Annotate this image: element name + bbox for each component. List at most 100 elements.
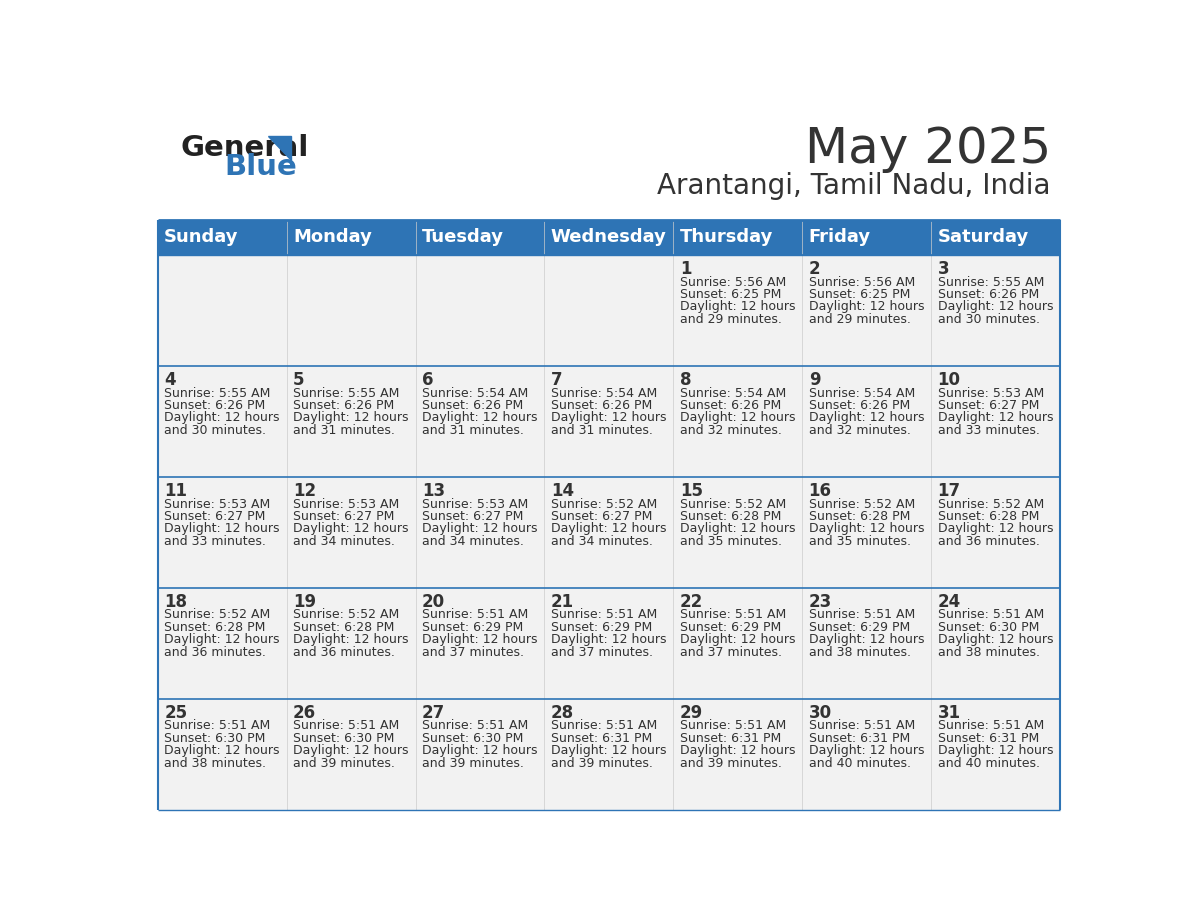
Text: 10: 10 [937,371,961,389]
Text: 12: 12 [293,482,316,500]
Text: Sunset: 6:28 PM: Sunset: 6:28 PM [809,509,910,523]
FancyBboxPatch shape [286,588,416,699]
Text: and 39 minutes.: and 39 minutes. [422,756,524,769]
Text: 11: 11 [164,482,188,500]
Text: Daylight: 12 hours: Daylight: 12 hours [680,300,795,313]
Text: Sunrise: 5:52 AM: Sunrise: 5:52 AM [293,609,399,621]
Text: Sunrise: 5:51 AM: Sunrise: 5:51 AM [551,720,657,733]
Text: Daylight: 12 hours: Daylight: 12 hours [809,633,924,646]
Text: and 32 minutes.: and 32 minutes. [680,423,782,437]
FancyBboxPatch shape [544,255,674,366]
Text: Sunset: 6:26 PM: Sunset: 6:26 PM [422,399,523,412]
Text: 13: 13 [422,482,446,500]
Text: Daylight: 12 hours: Daylight: 12 hours [293,744,409,757]
FancyBboxPatch shape [286,366,416,477]
Text: 5: 5 [293,371,304,389]
Text: and 38 minutes.: and 38 minutes. [937,645,1040,658]
FancyBboxPatch shape [158,588,286,699]
Text: Sunset: 6:27 PM: Sunset: 6:27 PM [293,509,394,523]
Text: Sunset: 6:25 PM: Sunset: 6:25 PM [809,288,910,301]
FancyBboxPatch shape [802,219,931,255]
Text: Sunrise: 5:51 AM: Sunrise: 5:51 AM [937,720,1044,733]
FancyBboxPatch shape [802,255,931,366]
Text: and 31 minutes.: and 31 minutes. [422,423,524,437]
Text: Sunset: 6:28 PM: Sunset: 6:28 PM [293,621,394,633]
Text: Sunset: 6:28 PM: Sunset: 6:28 PM [937,509,1040,523]
Text: Sunset: 6:29 PM: Sunset: 6:29 PM [551,621,652,633]
Text: Daylight: 12 hours: Daylight: 12 hours [809,744,924,757]
Text: Daylight: 12 hours: Daylight: 12 hours [164,522,279,535]
Text: and 39 minutes.: and 39 minutes. [293,756,394,769]
Text: Sunset: 6:29 PM: Sunset: 6:29 PM [422,621,523,633]
Text: Sunset: 6:31 PM: Sunset: 6:31 PM [551,732,652,744]
Text: Sunset: 6:31 PM: Sunset: 6:31 PM [937,732,1038,744]
Text: Daylight: 12 hours: Daylight: 12 hours [293,522,409,535]
Text: Sunrise: 5:56 AM: Sunrise: 5:56 AM [809,275,915,288]
Text: Sunset: 6:27 PM: Sunset: 6:27 PM [164,509,266,523]
Text: 30: 30 [809,704,832,722]
Text: Daylight: 12 hours: Daylight: 12 hours [937,411,1053,424]
Text: Sunset: 6:26 PM: Sunset: 6:26 PM [937,288,1038,301]
Text: and 29 minutes.: and 29 minutes. [809,313,910,326]
Text: Sunset: 6:30 PM: Sunset: 6:30 PM [422,732,524,744]
FancyBboxPatch shape [544,588,674,699]
Text: Daylight: 12 hours: Daylight: 12 hours [422,411,537,424]
Text: and 30 minutes.: and 30 minutes. [937,313,1040,326]
Text: 18: 18 [164,593,188,611]
FancyBboxPatch shape [416,255,544,366]
FancyBboxPatch shape [158,219,286,255]
Text: Sunrise: 5:54 AM: Sunrise: 5:54 AM [680,386,786,399]
FancyBboxPatch shape [416,366,544,477]
FancyBboxPatch shape [286,699,416,810]
FancyBboxPatch shape [802,699,931,810]
FancyBboxPatch shape [931,588,1060,699]
Text: and 40 minutes.: and 40 minutes. [937,756,1040,769]
Text: and 36 minutes.: and 36 minutes. [164,645,266,658]
Text: Daylight: 12 hours: Daylight: 12 hours [422,744,537,757]
Text: and 29 minutes.: and 29 minutes. [680,313,782,326]
Text: 28: 28 [551,704,574,722]
Text: and 38 minutes.: and 38 minutes. [809,645,911,658]
FancyBboxPatch shape [674,366,802,477]
Text: and 30 minutes.: and 30 minutes. [164,423,266,437]
Text: Sunrise: 5:52 AM: Sunrise: 5:52 AM [680,498,786,510]
Text: Daylight: 12 hours: Daylight: 12 hours [293,633,409,646]
Text: Sunrise: 5:51 AM: Sunrise: 5:51 AM [809,720,915,733]
Text: Sunset: 6:29 PM: Sunset: 6:29 PM [680,621,781,633]
Text: Sunrise: 5:56 AM: Sunrise: 5:56 AM [680,275,786,288]
Text: Sunrise: 5:53 AM: Sunrise: 5:53 AM [164,498,271,510]
Text: Sunrise: 5:54 AM: Sunrise: 5:54 AM [809,386,915,399]
Text: 9: 9 [809,371,820,389]
Text: Daylight: 12 hours: Daylight: 12 hours [551,744,666,757]
Text: Sunset: 6:26 PM: Sunset: 6:26 PM [293,399,394,412]
Text: Sunset: 6:29 PM: Sunset: 6:29 PM [809,621,910,633]
Text: 2: 2 [809,260,820,278]
FancyBboxPatch shape [674,477,802,588]
Text: Sunrise: 5:51 AM: Sunrise: 5:51 AM [551,609,657,621]
FancyBboxPatch shape [544,477,674,588]
Text: Sunrise: 5:52 AM: Sunrise: 5:52 AM [164,609,271,621]
Text: Daylight: 12 hours: Daylight: 12 hours [937,300,1053,313]
FancyBboxPatch shape [544,219,674,255]
Text: Sunrise: 5:54 AM: Sunrise: 5:54 AM [551,386,657,399]
Text: Sunrise: 5:51 AM: Sunrise: 5:51 AM [293,720,399,733]
Text: 16: 16 [809,482,832,500]
Polygon shape [268,136,291,160]
FancyBboxPatch shape [931,699,1060,810]
Text: Sunset: 6:31 PM: Sunset: 6:31 PM [680,732,781,744]
Text: Sunrise: 5:53 AM: Sunrise: 5:53 AM [293,498,399,510]
Text: Arantangi, Tamil Nadu, India: Arantangi, Tamil Nadu, India [657,172,1051,200]
Text: Sunset: 6:27 PM: Sunset: 6:27 PM [551,509,652,523]
Text: Sunrise: 5:53 AM: Sunrise: 5:53 AM [422,498,529,510]
Text: Sunrise: 5:51 AM: Sunrise: 5:51 AM [680,720,786,733]
Text: 21: 21 [551,593,574,611]
FancyBboxPatch shape [158,255,286,366]
Text: and 31 minutes.: and 31 minutes. [293,423,394,437]
Text: and 34 minutes.: and 34 minutes. [422,534,524,548]
Text: and 32 minutes.: and 32 minutes. [809,423,910,437]
Text: and 35 minutes.: and 35 minutes. [809,534,911,548]
Text: Sunset: 6:27 PM: Sunset: 6:27 PM [937,399,1040,412]
Text: Daylight: 12 hours: Daylight: 12 hours [680,744,795,757]
Text: Daylight: 12 hours: Daylight: 12 hours [809,522,924,535]
Text: Daylight: 12 hours: Daylight: 12 hours [809,411,924,424]
